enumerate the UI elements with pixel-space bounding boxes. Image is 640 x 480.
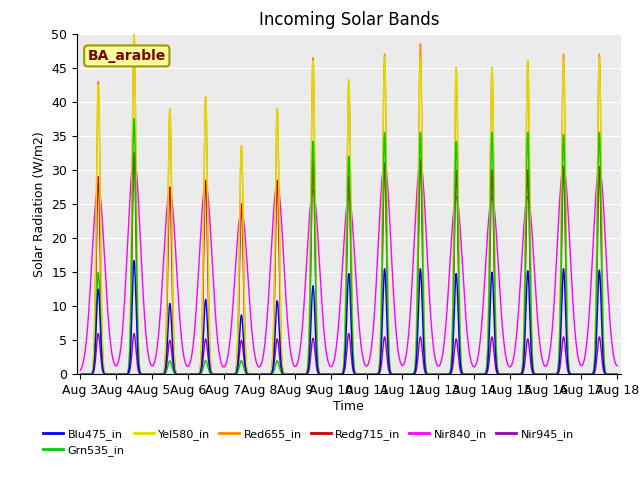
X-axis label: Time: Time: [333, 400, 364, 413]
Y-axis label: Solar Radiation (W/m2): Solar Radiation (W/m2): [33, 131, 45, 277]
Title: Incoming Solar Bands: Incoming Solar Bands: [259, 11, 439, 29]
Legend: Blu475_in, Grn535_in, Yel580_in, Red655_in, Redg715_in, Nir840_in, Nir945_in: Blu475_in, Grn535_in, Yel580_in, Red655_…: [39, 424, 578, 460]
Text: BA_arable: BA_arable: [88, 49, 166, 63]
